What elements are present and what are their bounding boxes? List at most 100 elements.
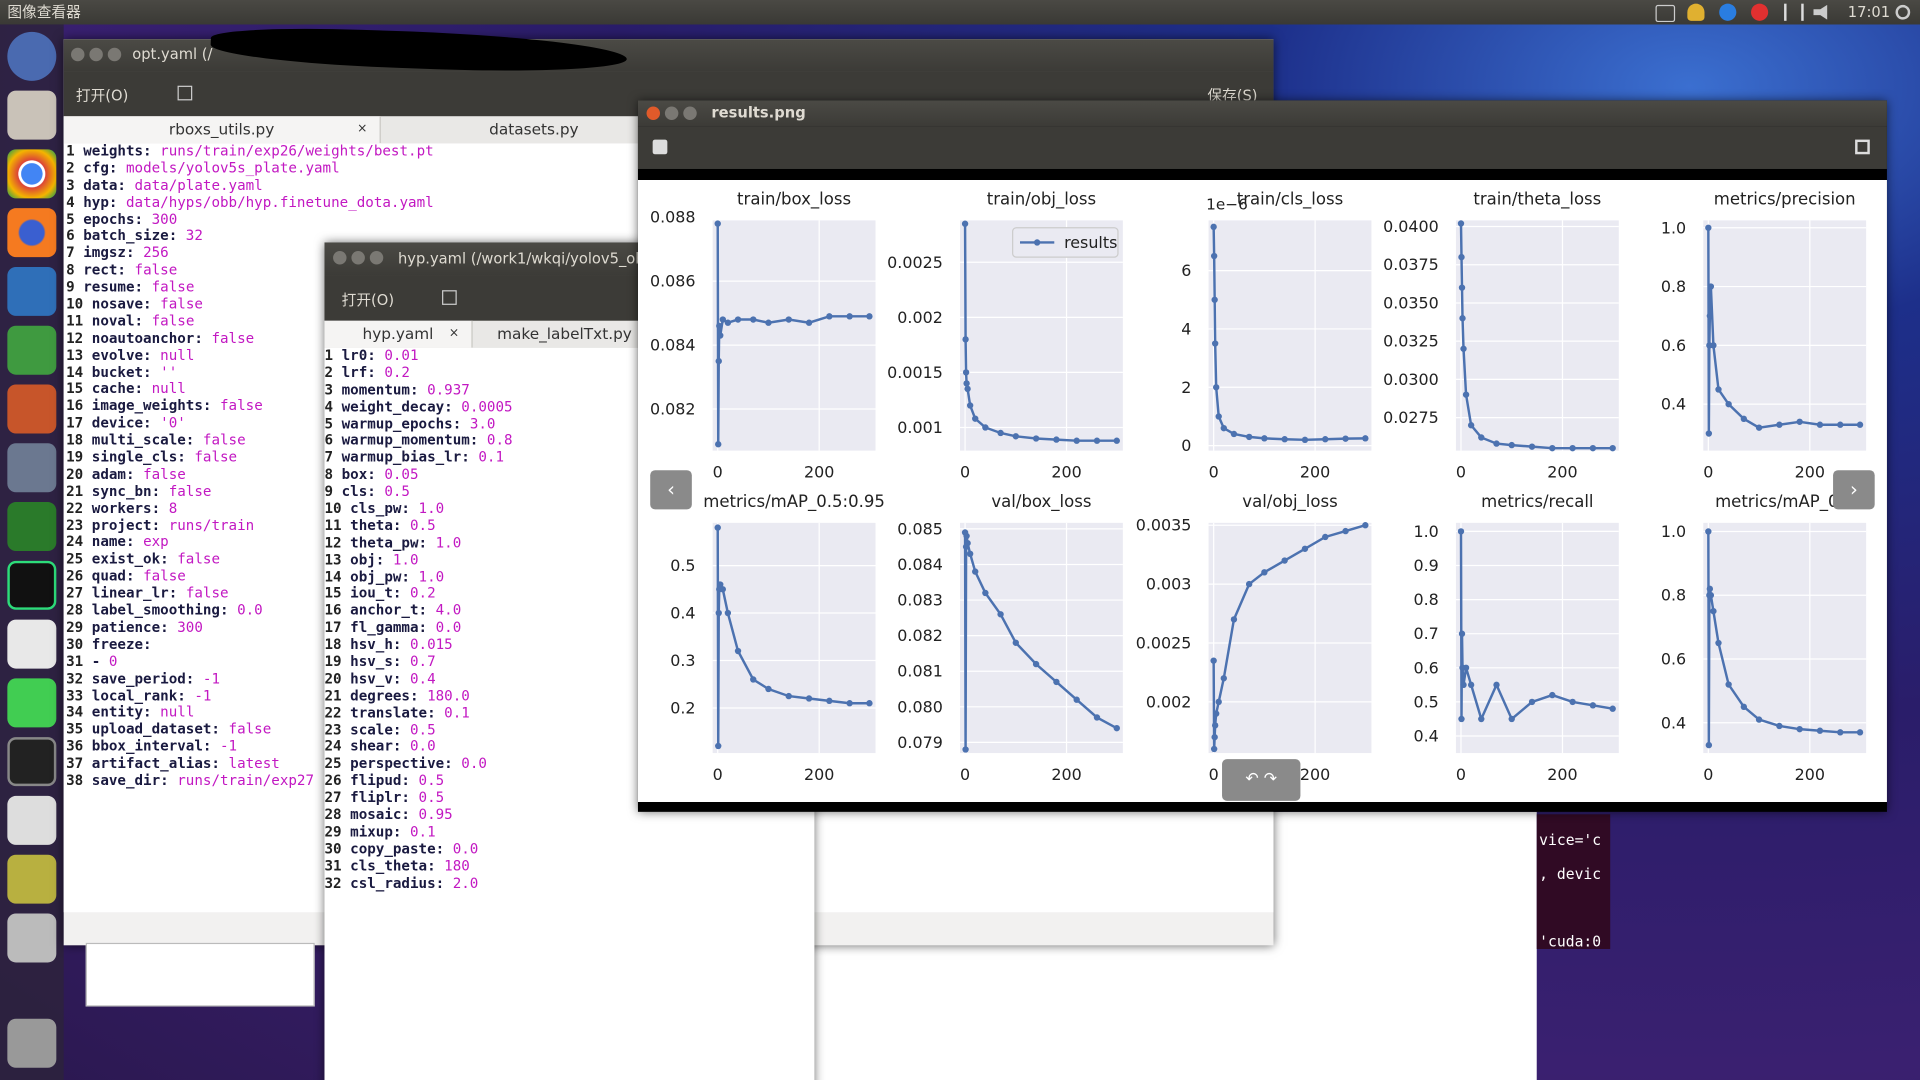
yaml-key: bucket: [91,363,152,381]
block-icon[interactable] [1751,3,1769,21]
data-point [1715,386,1722,393]
data-point [1342,435,1349,442]
files-icon[interactable] [7,90,57,140]
sync-icon[interactable] [1719,3,1737,21]
vim-icon[interactable] [7,502,57,552]
code-line: 30 freeze: [66,635,1273,654]
open-button[interactable]: 打开(O) [75,86,129,105]
minimize-button[interactable] [664,106,679,120]
settings-app-icon[interactable] [7,443,57,493]
calc-icon[interactable] [7,325,57,375]
next-button[interactable]: › [1833,470,1875,510]
yaml-key: freeze: [91,635,152,653]
settings-icon[interactable] [1895,4,1911,20]
data-point [1053,678,1060,686]
editor-icon[interactable] [7,795,57,845]
yaml-value: -1 [194,686,212,704]
firefox-icon[interactable] [7,208,57,258]
data-point [982,589,989,597]
code-line: 20 adam: false [66,465,1273,483]
close-button[interactable] [333,251,347,265]
line-number: 30 [324,839,342,857]
close-button[interactable] [71,47,85,62]
qq-icon[interactable] [1687,3,1705,21]
line-number: 17 [66,414,84,432]
clock[interactable]: 17:01 [1847,3,1891,21]
yaml-value: 256 [143,244,169,262]
save-button[interactable]: 保存(S) [1207,86,1258,105]
data-point [961,220,969,227]
yaml-value: false [151,278,195,296]
code-line: 11 theta: 0.5 [324,517,814,535]
drive-icon[interactable] [7,913,57,963]
code-line: 34 entity: null [66,703,1273,722]
code-line: 17 device: '0' [66,414,1273,432]
new-tab-button[interactable] [177,85,193,101]
data-point [724,609,732,617]
minimize-button[interactable] [351,251,365,265]
line-number: 20 [66,465,84,483]
data-point [1816,421,1824,428]
tab-close[interactable]: × [357,122,368,136]
data-point [1796,418,1803,425]
chrome-icon[interactable] [7,149,57,199]
dash-icon[interactable] [7,31,57,81]
maximize-button[interactable] [107,47,122,62]
prev-button[interactable]: ‹ [650,470,692,510]
tab-close[interactable]: × [448,326,460,341]
data-point [1457,220,1465,227]
line-number: 18 [66,431,84,449]
qtcreator-icon[interactable] [7,678,57,728]
trash-icon[interactable] [7,1018,57,1068]
y-tick-label: 1.0 [1413,522,1438,541]
new-tab-button[interactable] [442,290,457,305]
yaml-value: 0.1 [409,822,436,840]
data-point [1322,533,1329,541]
yaml-key: label_smoothing: [91,601,229,619]
data-point [1816,727,1824,734]
writer-icon[interactable] [7,266,57,316]
line-number: 30 [66,635,84,653]
tab[interactable]: hyp.yaml × [324,320,473,348]
yaml-key: project: [91,516,161,534]
close-button[interactable] [646,106,660,120]
data-point [1215,413,1222,420]
network-icon[interactable] [1784,3,1804,21]
terminal-icon[interactable] [7,737,57,787]
chart-title: val/obj_loss [1242,492,1337,512]
yaml-value: 0.4 [409,669,436,687]
volume-icon[interactable] [1813,4,1828,20]
line-number: 37 [66,754,84,772]
data-point [1528,443,1536,450]
fullscreen-button[interactable] [1855,139,1870,155]
gallery-button[interactable] [652,139,668,155]
data-point [805,695,813,702]
yaml-key: scale: [350,720,402,738]
line-number: 3 [66,176,75,194]
minimize-button[interactable] [89,47,103,62]
keyboard-icon[interactable] [1655,4,1676,23]
data-point [1740,703,1748,711]
code-line: 19 hsv_s: 0.7 [324,653,814,671]
tab[interactable]: make_labelTxt.py [473,320,658,348]
app-icon[interactable] [7,619,57,669]
image-viewer-icon[interactable] [7,854,57,904]
line-number: 35 [66,720,84,738]
yaml-key: box: [341,465,376,483]
open-button[interactable]: 打开(O) [341,291,395,309]
data-point [1210,657,1217,664]
maximize-button[interactable] [369,251,384,265]
code-line: 2 cfg: models/yolov5s_plate.yaml [66,159,1273,177]
yaml-value: 1.0 [392,550,419,568]
rotate-buttons[interactable]: ↶ ↷ [1222,759,1301,801]
line-number: 28 [324,805,342,823]
maximize-button[interactable] [683,106,697,120]
tab[interactable]: rboxs_utils.py × [63,116,381,144]
tab-label: rboxs_utils.py [168,120,275,139]
yaml-value: 0.05 [384,465,419,483]
code-line: 27 fliplr: 0.5 [324,789,814,807]
impress-icon[interactable] [7,384,57,434]
title-bar: opt.yaml (/ [63,24,1274,76]
y-tick-label: 0.081 [897,662,943,681]
pycharm-icon[interactable] [7,560,57,610]
